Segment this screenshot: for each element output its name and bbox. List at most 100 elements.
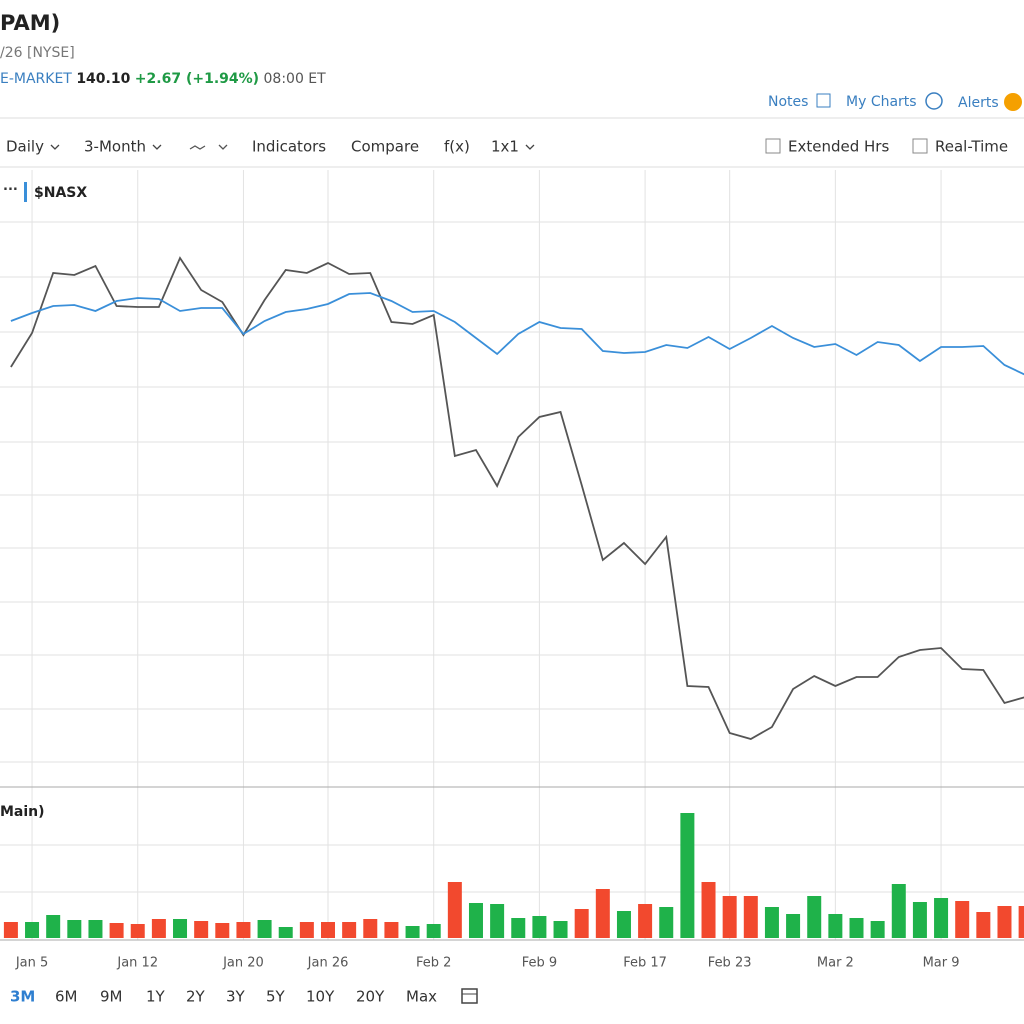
range-button[interactable]: 3M [10, 988, 35, 1006]
legend-more: ··· [3, 183, 18, 198]
volume-bar [194, 921, 209, 938]
caret [152, 144, 162, 150]
volume-bar [46, 915, 61, 938]
mycharts-link[interactable]: My Charts [846, 94, 917, 110]
volume-bar [299, 922, 314, 938]
volume-bar [616, 911, 631, 938]
volume-bar [447, 882, 462, 938]
toolbar-item[interactable]: Compare [351, 138, 419, 156]
volume-bar [363, 919, 378, 938]
volume-bar [384, 922, 399, 938]
caret [50, 144, 60, 150]
x-tick-label: Jan 20 [222, 956, 264, 971]
volume-bar [659, 907, 674, 938]
range-button[interactable]: 2Y [186, 988, 206, 1006]
volume-bar [426, 924, 441, 938]
toolbar-item[interactable]: 1x1 [491, 138, 519, 156]
range-button[interactable]: Max [406, 988, 437, 1006]
x-tick-label: Jan 5 [15, 956, 48, 971]
volume-bar [701, 882, 716, 938]
range-button[interactable]: 10Y [306, 988, 335, 1006]
volume-bar [109, 923, 124, 938]
toolbar: Daily 3-Month Indicators Compare f(x) 1x1 Exte… [6, 138, 1008, 156]
volume-bar [130, 924, 145, 938]
volume-bar [215, 923, 230, 938]
volume-bar [976, 912, 991, 938]
price-line [10, 292, 1024, 376]
volume-bar [1018, 906, 1024, 938]
toolbar-item[interactable]: Daily [6, 138, 44, 156]
volume-bar [342, 922, 357, 938]
volume-bar [849, 918, 864, 938]
volume-bar [532, 916, 547, 938]
range-button[interactable]: 5Y [266, 988, 286, 1006]
volume-bar [67, 920, 82, 938]
quote-line: E-MARKET 140.10 +2.67 (+1.94%) 08:00 ET [0, 71, 326, 87]
volume-bar [490, 904, 505, 938]
price: 140.10 [76, 71, 130, 87]
x-tick-label: Feb 17 [623, 956, 667, 971]
x-tick-label: Feb 23 [708, 956, 752, 971]
calendar-box [461, 988, 478, 1004]
range-button[interactable]: 3Y [226, 988, 246, 1006]
volume-bar [173, 919, 188, 938]
volume-bar [891, 884, 906, 938]
volume-bar [638, 904, 653, 938]
volume-bar [997, 906, 1012, 938]
volume-bar [828, 914, 843, 938]
checkbox[interactable] [912, 138, 928, 154]
checkbox-label: Extended Hrs [788, 138, 889, 156]
volume-bar [955, 901, 970, 938]
volume-bar [870, 921, 885, 938]
volume-bar [786, 914, 801, 938]
calendar-icon[interactable] [461, 988, 478, 1004]
volume-bar [236, 922, 251, 938]
x-tick-label: Feb 9 [522, 956, 557, 971]
volume-bar [680, 813, 695, 938]
volume-bar [722, 896, 737, 938]
legend-swatch [24, 182, 27, 202]
time: 08:00 ET [264, 71, 327, 87]
exchange: /26 [NYSE] [0, 45, 75, 61]
volume-bar [25, 922, 40, 938]
volume-bar [511, 918, 526, 938]
chart-type-icon[interactable] [189, 144, 228, 150]
range-button[interactable]: 20Y [356, 988, 385, 1006]
volume-bar [405, 926, 420, 938]
price-line [10, 256, 1024, 740]
volume-bar [807, 896, 822, 938]
x-tick-label: Jan 26 [307, 956, 349, 971]
range-button[interactable]: 6M [55, 988, 78, 1006]
toolbar-item[interactable]: 3-Month [84, 138, 146, 156]
toolbar-item[interactable]: Indicators [252, 138, 326, 156]
grid-lines [0, 221, 1024, 893]
x-grid: Jan 5 Jan 12 Jan 20 Jan 26 Feb 2 Feb 9 Feb 17 F… [15, 170, 960, 971]
volume-bar [3, 922, 18, 938]
session: E-MARKET [0, 71, 72, 87]
volume-label: Main) [0, 804, 45, 820]
toolbar-item[interactable]: f(x) [444, 138, 470, 156]
volume-bar [574, 909, 589, 938]
volume-bar [151, 919, 166, 938]
mycharts-icon [925, 92, 943, 110]
notes-icon [816, 93, 831, 108]
alerts-link[interactable]: Alerts [958, 95, 999, 111]
checkbox[interactable] [765, 138, 781, 154]
volume-bar [257, 920, 272, 938]
x-tick-label: Mar 9 [923, 956, 960, 971]
alerts-icon [1004, 93, 1022, 111]
volume-bar [934, 898, 949, 938]
range-button[interactable]: 1Y [146, 988, 166, 1006]
range-button[interactable]: 9M [100, 988, 123, 1006]
x-tick-label: Feb 2 [416, 956, 451, 971]
volume-bar [912, 902, 927, 938]
volume-bar [743, 896, 758, 938]
plot [3, 256, 1024, 938]
checkbox-label: Real-Time [935, 138, 1008, 156]
notes-link[interactable]: Notes [768, 94, 808, 110]
volume-bar [88, 920, 103, 938]
volume-bar [595, 889, 610, 938]
caret [525, 144, 535, 150]
